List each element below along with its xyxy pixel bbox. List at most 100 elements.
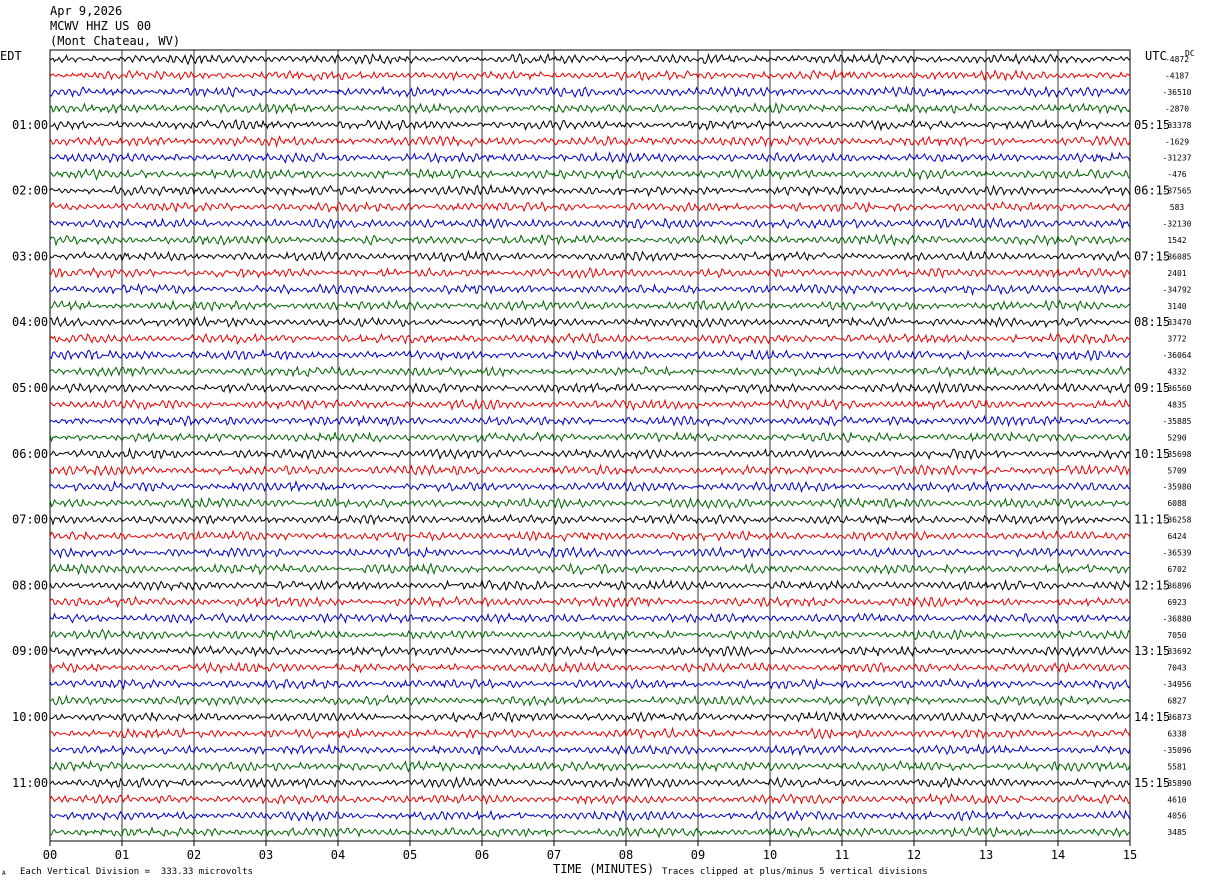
dc-offset-label: 5290 — [1167, 433, 1186, 442]
trace-line — [49, 562, 1131, 576]
dc-offset-label: 3485 — [1167, 828, 1186, 837]
left-hour-label: 04:00 — [12, 315, 48, 329]
x-tick-label: 03 — [259, 848, 273, 862]
header-location: (Mont Chateau, WV) — [50, 34, 181, 48]
left-hour-label: 06:00 — [12, 447, 48, 461]
trace-line — [49, 200, 1131, 214]
dc-offset-label: 5581 — [1167, 762, 1186, 771]
right-hour-label: 15:15 — [1134, 776, 1170, 790]
dc-offset-label: 4056 — [1167, 812, 1186, 821]
left-hour-label: 10:00 — [12, 710, 48, 724]
dc-offset-label: -2870 — [1165, 104, 1189, 113]
right-timezone-label: UTC — [1145, 49, 1167, 63]
trace-line — [49, 578, 1131, 592]
dc-offset-label: -4872 — [1165, 55, 1189, 64]
dc-offset-label: 6088 — [1167, 499, 1186, 508]
dc-offset-label: -36560 — [1163, 384, 1192, 393]
dc-offset-label: -36510 — [1163, 88, 1192, 97]
x-tick-label: 01 — [115, 848, 129, 862]
dc-offset-label: -1629 — [1165, 137, 1189, 146]
dc-offset-label: 4610 — [1167, 795, 1186, 804]
trace-line — [49, 183, 1131, 198]
trace-line — [49, 365, 1131, 379]
dc-offset-label: 3140 — [1167, 302, 1186, 311]
trace-line — [49, 644, 1131, 658]
trace-line — [49, 677, 1131, 691]
trace-line — [49, 397, 1131, 412]
trace-line — [49, 414, 1131, 428]
dc-offset-label: -34792 — [1163, 285, 1192, 294]
trace-line — [49, 463, 1131, 477]
dc-offset-label: -33378 — [1163, 121, 1192, 130]
right-hour-label: 09:15 — [1134, 381, 1170, 395]
header-station: MCWV HHZ US 00 — [50, 19, 152, 33]
dc-offset-label: -36064 — [1163, 351, 1192, 360]
trace-line — [49, 52, 1131, 66]
dc-offset-label: 6338 — [1167, 729, 1186, 738]
x-tick-label: 11 — [835, 848, 849, 862]
trace-line — [49, 167, 1131, 181]
right-hour-label: 07:15 — [1134, 249, 1170, 263]
dc-offset-label: -36258 — [1163, 516, 1192, 525]
trace-line — [49, 612, 1131, 625]
trace-line — [49, 545, 1131, 560]
trace-line — [49, 348, 1131, 362]
trace-line — [49, 68, 1131, 82]
trace-line — [49, 282, 1131, 297]
x-tick-label: 09 — [691, 848, 705, 862]
dc-offset-label: -33692 — [1163, 647, 1192, 656]
dc-offset-label: 6702 — [1167, 565, 1186, 574]
trace-line — [49, 135, 1131, 149]
x-tick-label: 00 — [43, 848, 57, 862]
trace-line — [49, 249, 1131, 263]
dc-offset-label: -35698 — [1163, 450, 1192, 459]
right-hour-label: 08:15 — [1134, 315, 1170, 329]
dc-offset-label: -35980 — [1163, 483, 1192, 492]
right-hour-label: 10:15 — [1134, 447, 1170, 461]
dc-offset-label: -36873 — [1163, 713, 1192, 722]
right-hour-label: 12:15 — [1134, 578, 1170, 592]
dc-offset-label: -31237 — [1163, 154, 1192, 163]
trace-line — [49, 480, 1131, 494]
trace-line — [49, 694, 1131, 708]
left-hour-label: 08:00 — [12, 578, 48, 592]
trace-line — [49, 710, 1131, 724]
dc-offset-label: 6923 — [1167, 598, 1186, 607]
trace-line — [49, 315, 1131, 329]
dc-offset-label: -36539 — [1163, 549, 1192, 558]
right-hour-label: 11:15 — [1134, 513, 1170, 527]
trace-line — [49, 759, 1131, 773]
dc-offset-label: 7050 — [1167, 631, 1186, 640]
dc-offset-label: -36896 — [1163, 581, 1192, 590]
left-hour-label: 07:00 — [12, 513, 48, 527]
scale-note: Each Vertical Division = 333.33 microvol… — [20, 867, 253, 877]
trace-line — [49, 825, 1131, 839]
dc-offset-label: 5709 — [1167, 466, 1186, 475]
dc-offset-label: -32130 — [1163, 220, 1192, 229]
trace-line — [49, 595, 1131, 609]
dc-offset-label: -35885 — [1163, 417, 1192, 426]
dc-offset-label: -36880 — [1163, 614, 1192, 623]
trace-line — [49, 151, 1131, 164]
trace-line — [49, 743, 1131, 757]
trace-line — [49, 792, 1131, 807]
header-date: Apr 9,2026 — [50, 4, 123, 18]
x-tick-label: 15 — [1123, 848, 1137, 862]
x-axis-title: TIME (MINUTES) — [553, 862, 655, 876]
left-hour-label: 01:00 — [12, 118, 48, 132]
trace-line — [49, 85, 1131, 99]
plot-frame — [49, 49, 1131, 842]
trace-line — [49, 447, 1131, 461]
trace-line — [49, 332, 1131, 346]
x-tick-label: 12 — [907, 848, 921, 862]
dc-offset-label: -4187 — [1165, 71, 1189, 80]
dc-offset-label: 6827 — [1167, 697, 1186, 706]
dc-offset-label: 3772 — [1167, 335, 1186, 344]
right-hour-label: 13:15 — [1134, 644, 1170, 658]
trace-line — [49, 266, 1131, 280]
left-timezone-label: EDT — [0, 49, 22, 63]
trace-line — [49, 233, 1131, 247]
dc-offset-label: 2401 — [1167, 269, 1186, 278]
trace-line — [49, 776, 1131, 790]
trace-line — [49, 809, 1131, 823]
